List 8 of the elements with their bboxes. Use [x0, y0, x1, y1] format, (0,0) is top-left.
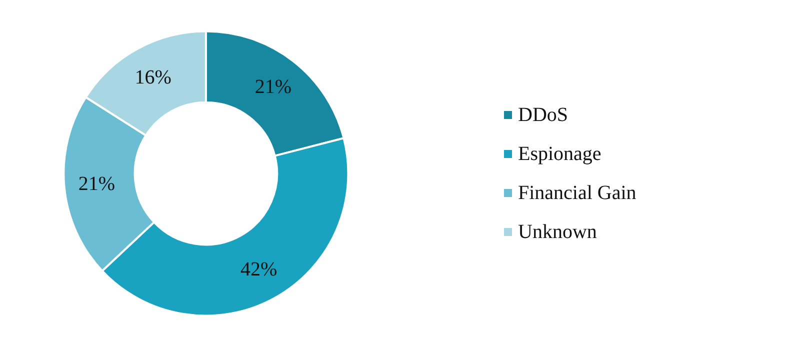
data-label: 42% — [240, 258, 278, 281]
data-label: 16% — [134, 66, 172, 88]
legend-label: Financial Gain — [518, 182, 636, 204]
data-label: 21% — [78, 172, 116, 195]
legend-label: Unknown — [518, 221, 597, 243]
legend-label: DDoS — [518, 104, 568, 126]
data-label: 21% — [254, 76, 292, 98]
legend-label: Espionage — [518, 143, 602, 165]
